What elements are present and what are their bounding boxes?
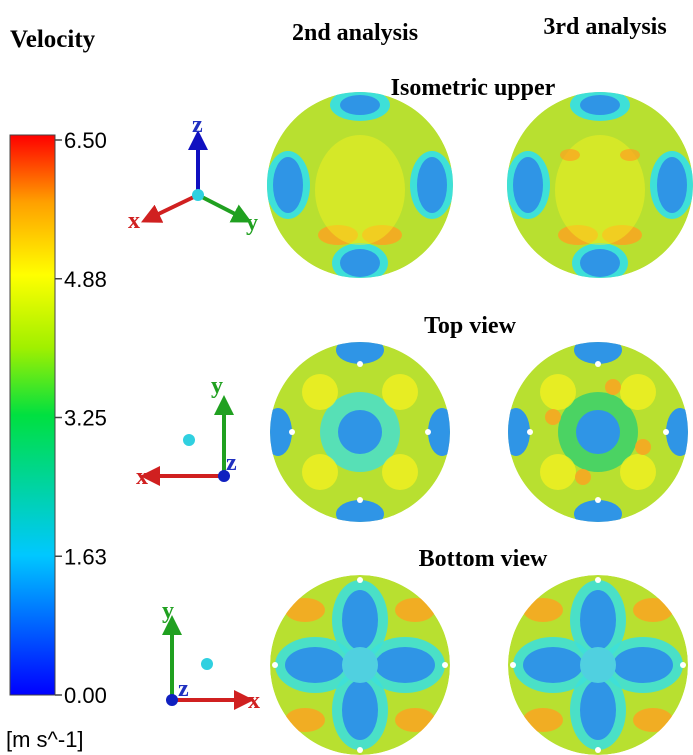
contour-plot	[270, 575, 450, 755]
colorbar-tick-label: 3.25	[64, 406, 107, 431]
column-header: 2nd analysis	[292, 20, 418, 46]
row-title: Bottom view	[419, 546, 548, 572]
axis-label: x	[136, 464, 148, 490]
axis-label: x	[248, 688, 260, 714]
contour-plot	[266, 89, 454, 283]
axis-triad: y x z	[136, 373, 237, 490]
axis-triad: y z x	[162, 598, 260, 714]
row-title: Top view	[424, 313, 516, 339]
axis-label: y	[211, 373, 223, 399]
legend-unit: [m s^-1]	[6, 727, 84, 752]
contour-plot	[506, 89, 693, 283]
column-header: 3rd analysis	[543, 14, 666, 40]
row-title: Isometric upper	[391, 75, 556, 101]
axis-label: x	[128, 208, 140, 234]
axis-label: z	[192, 112, 203, 138]
colorbar-tick-label: 6.50	[64, 128, 107, 153]
axis-label: y	[246, 210, 258, 236]
colorbar	[10, 135, 55, 695]
axis-label: z	[226, 450, 237, 476]
contour-plot	[264, 336, 456, 528]
axis-triad: z x y	[128, 112, 258, 236]
colorbar-tick-label: 4.88	[64, 267, 107, 292]
axis-label: z	[178, 676, 189, 702]
contour-plot	[502, 336, 693, 528]
colorbar-tick-label: 1.63	[64, 544, 107, 569]
contour-plot	[508, 575, 688, 755]
axis-label: y	[162, 598, 174, 624]
legend-title: Velocity	[10, 26, 96, 53]
colorbar-tick-label: 0.00	[64, 683, 107, 708]
figure: Velocity 6.50 4.88 3.25 1.63 0.00 [m s^-1] 2…	[0, 0, 693, 755]
